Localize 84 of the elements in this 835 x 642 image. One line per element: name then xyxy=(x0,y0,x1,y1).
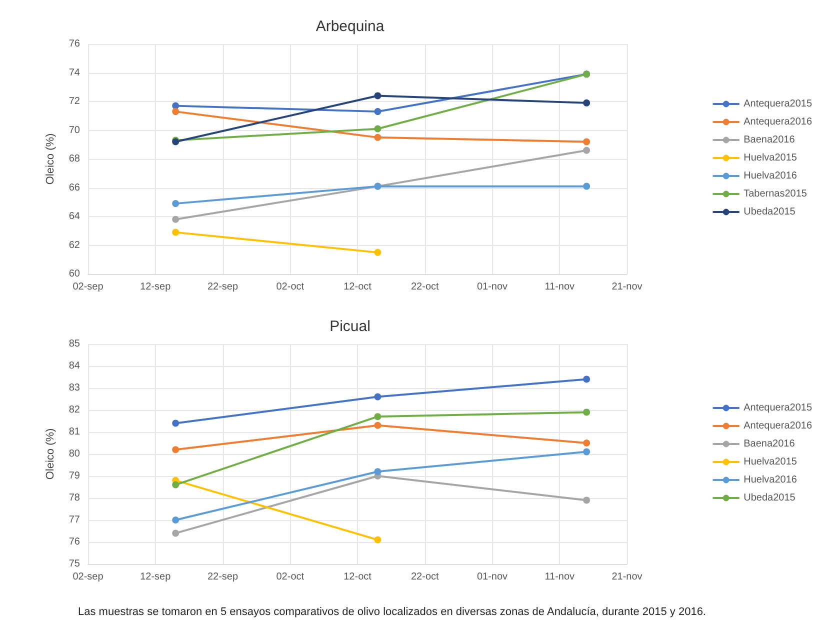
point xyxy=(374,92,382,100)
point xyxy=(172,516,180,524)
x-tick-label: 22-oct xyxy=(410,572,439,582)
x-tick-label: 22-sep xyxy=(207,572,238,582)
y-tick-label: 77 xyxy=(68,514,80,526)
x-tick-label: 12-sep xyxy=(140,572,172,582)
y-tick-label: 60 xyxy=(68,268,80,280)
point xyxy=(583,376,590,383)
x-tick-label: 02-oct xyxy=(276,572,304,582)
legend-label: Ubeda2015 xyxy=(744,492,796,504)
y-tick-label: 76 xyxy=(68,38,80,50)
y-axis-title: Oleico (%) xyxy=(44,133,56,185)
y-tick-label: 79 xyxy=(68,470,80,482)
legend-label: Tabernas2015 xyxy=(744,188,808,200)
x-tick-label: 01-nov xyxy=(476,572,508,582)
x-tick-label: 11-nov xyxy=(544,282,575,292)
x-tick-label: 21-nov xyxy=(612,572,642,582)
point xyxy=(172,228,180,236)
x-tick-label: 01-nov xyxy=(476,282,508,292)
point xyxy=(374,108,382,116)
chart-title: Arbequina xyxy=(316,18,385,35)
x-tick-label: 11-nov xyxy=(544,572,575,582)
legend-label: Antequera2016 xyxy=(744,116,812,128)
legend-label: Huelva2016 xyxy=(744,170,798,182)
point xyxy=(583,99,590,106)
y-tick-label: 72 xyxy=(68,96,80,107)
y-tick-label: 70 xyxy=(68,124,80,136)
y-tick-label: 85 xyxy=(68,338,80,350)
y-tick-label: 68 xyxy=(68,154,80,164)
y-tick-label: 81 xyxy=(68,426,80,438)
x-tick-label: 02-sep xyxy=(72,282,104,292)
point xyxy=(172,420,180,427)
y-axis-title: Oleico (%) xyxy=(44,428,56,480)
point xyxy=(172,481,180,488)
y-tick-label: 75 xyxy=(68,558,80,570)
chart-title: Picual xyxy=(330,318,370,335)
point xyxy=(172,446,180,454)
point xyxy=(374,393,382,400)
point xyxy=(583,448,590,456)
point xyxy=(583,496,590,504)
y-tick-label: 84 xyxy=(68,360,80,372)
legend-label: Baena2016 xyxy=(744,134,796,146)
legend-label: Ubeda2015 xyxy=(744,206,796,218)
x-tick-label: 22-oct xyxy=(410,282,439,292)
point xyxy=(172,216,180,223)
legend-label: Huelva2016 xyxy=(744,474,798,486)
point xyxy=(374,422,382,429)
point xyxy=(374,134,382,141)
point xyxy=(583,138,590,146)
legend-label: Antequera2015 xyxy=(744,98,812,110)
legend-label: Antequera2016 xyxy=(744,420,812,432)
legend-label: Antequera2015 xyxy=(744,402,812,414)
point xyxy=(374,413,382,420)
point xyxy=(172,108,180,116)
x-tick-label: 22-sep xyxy=(207,282,238,292)
y-tick-label: 82 xyxy=(68,404,80,416)
x-tick-label: 21-nov xyxy=(612,282,642,292)
point xyxy=(172,530,180,537)
y-tick-label: 74 xyxy=(68,67,80,78)
point xyxy=(374,536,382,544)
x-tick-label: 12-sep xyxy=(140,282,172,292)
y-tick-label: 76 xyxy=(68,536,80,548)
point xyxy=(374,125,382,132)
y-tick-label: 80 xyxy=(68,448,80,460)
legend-label: Baena2016 xyxy=(744,438,796,450)
point xyxy=(374,248,382,256)
point xyxy=(583,408,590,416)
y-tick-label: 64 xyxy=(68,211,80,222)
text: Las muestras se tomaron en 5 ensayos comparativos de olivo localizados en diversas zonas de Andalucía, durante 2015 y 2016. xyxy=(77,606,707,618)
x-tick-label: 02-oct xyxy=(276,282,304,292)
x-tick-label: 12-oct xyxy=(344,572,372,582)
legend-label: Huelva2015 xyxy=(744,456,798,468)
x-tick-label: 02-sep xyxy=(72,572,104,582)
y-tick-label: 83 xyxy=(68,382,80,394)
point xyxy=(172,200,180,208)
y-tick-label: 62 xyxy=(68,240,80,251)
legend-label: Huelva2015 xyxy=(744,152,798,164)
point xyxy=(583,182,590,190)
y-tick-label: 66 xyxy=(68,182,80,194)
y-tick-label: 78 xyxy=(68,492,80,504)
point xyxy=(583,146,590,154)
x-tick-label: 12-oct xyxy=(344,282,372,292)
point xyxy=(583,440,590,446)
point xyxy=(374,468,382,476)
